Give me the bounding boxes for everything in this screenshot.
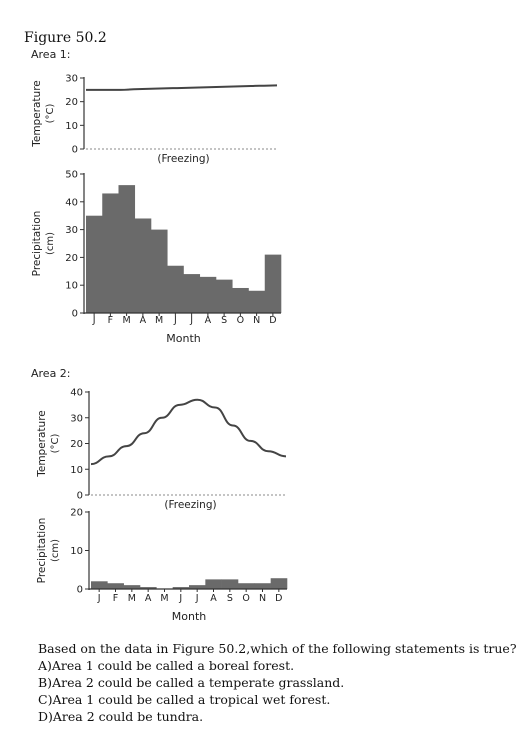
option-b: B)Area 2 could be called a temperate gra… xyxy=(38,675,345,690)
area2-precipitation-month-label: N xyxy=(259,593,266,604)
area2-precipitation-y-tick-label: 20 xyxy=(70,508,83,519)
area1-precipitation-month-label: O xyxy=(237,315,244,326)
area1-precipitation-month-label: A xyxy=(140,315,147,326)
area2-temperature-freezing-label: (Freezing) xyxy=(164,499,216,511)
area2-temperature-y-tick-label: 20 xyxy=(70,439,83,450)
area1-precipitation-bar xyxy=(86,215,103,313)
figure-title: Figure 50.2 xyxy=(24,30,107,46)
area1-precipitation-bar xyxy=(232,287,249,313)
area1-temperature-freezing-label: (Freezing) xyxy=(157,153,209,165)
area1-precipitation-month-label: J xyxy=(92,315,96,326)
area2-precipitation-month-label: A xyxy=(145,593,152,604)
area2-precipitation-month-label: M xyxy=(128,593,136,604)
area2-precipitation-ylabel-unit: (cm) xyxy=(50,539,61,562)
area1-precipitation-bar xyxy=(118,185,136,313)
area2-precipitation-y-tick-label: 10 xyxy=(70,546,83,557)
option-c: C)Area 1 could be called a tropical wet … xyxy=(38,692,331,707)
area1-precipitation-bar xyxy=(151,229,168,313)
area2-temperature-y-tick-label: 40 xyxy=(70,388,83,399)
area1-precipitation-ylabel: Precipitation xyxy=(31,211,43,277)
area1-precipitation-month-label: N xyxy=(253,315,260,326)
area2-precipitation-bar xyxy=(140,587,157,589)
area2-precipitation-bar xyxy=(238,583,255,589)
area1-precipitation-month-label: F xyxy=(108,315,113,326)
area2-precipitation-month-label: D xyxy=(275,593,282,604)
area2-temperature-y-tick-label: 10 xyxy=(70,465,83,476)
area1-precipitation-y-tick-label: 10 xyxy=(65,281,78,292)
area1-precipitation-y-tick-label: 0 xyxy=(72,309,78,320)
area1-precipitation-bar xyxy=(216,279,233,313)
area2-precipitation-bar xyxy=(107,583,124,589)
area1-precipitation-month-label: J xyxy=(189,315,193,326)
area2-precipitation-month-label: M xyxy=(160,593,168,604)
area1-precipitation-bar xyxy=(264,254,282,313)
area1-precipitation-month-label: M xyxy=(155,315,163,326)
area1-temperature-y-tick-label: 20 xyxy=(65,97,78,108)
area1-temperature-y-tick-label: 30 xyxy=(65,74,78,85)
area2-temperature-series-line xyxy=(90,398,287,466)
area2-precipitation-month-label: J xyxy=(178,593,182,604)
area1-precipitation-y-tick-label: 50 xyxy=(65,170,78,181)
area1-precipitation-xlabel: Month xyxy=(166,332,201,345)
option-a: A)Area 1 could be called a boreal forest… xyxy=(38,658,295,673)
area2-precipitation-bar xyxy=(189,585,206,589)
area2-temperature-ylabel-unit: (°C) xyxy=(50,434,61,454)
question-block: Based on the data in Figure 50.2,which o… xyxy=(38,640,518,725)
area1-temperature-y-tick-label: 0 xyxy=(72,145,78,156)
area2-precipitation-bar xyxy=(205,579,222,589)
area2-precipitation-month-label: O xyxy=(242,593,249,604)
area1-precipitation-ylabel-unit: (cm) xyxy=(45,232,56,255)
area1-temperature-ylabel: Temperature xyxy=(31,80,43,148)
area1-precipitation-bar xyxy=(102,193,119,313)
area2-precipitation-month-label: F xyxy=(113,593,118,604)
area2-precipitation-bar xyxy=(221,579,239,589)
area2-precipitation-month-label: J xyxy=(97,593,101,604)
area1-precipitation-month-label: D xyxy=(269,315,276,326)
area1-temperature-ylabel-unit: (°C) xyxy=(45,104,56,124)
area1-precipitation-bar xyxy=(167,265,184,313)
area1-precipitation-bar xyxy=(248,290,266,313)
area1-precipitation-bar xyxy=(134,218,152,313)
area2-temperature-ylabel: Temperature xyxy=(36,410,48,478)
area1-precipitation-month-label: S xyxy=(221,315,227,326)
area2-precipitation-ylabel: Precipitation xyxy=(36,518,48,584)
question-stem: Based on the data in Figure 50.2,which o… xyxy=(38,641,517,656)
area1-precipitation-month-label: A xyxy=(205,315,212,326)
area2-temperature-y-tick-label: 0 xyxy=(77,491,83,502)
area1-precipitation-month-label: M xyxy=(123,315,131,326)
area2-precipitation-bar xyxy=(91,581,108,589)
area2-precipitation-month-label: A xyxy=(210,593,217,604)
area2-precipitation-month-label: J xyxy=(195,593,199,604)
area-1-label: Area 1: xyxy=(31,48,71,61)
area1-precipitation-y-tick-label: 30 xyxy=(65,225,78,236)
area2-temperature-y-tick-label: 30 xyxy=(70,413,83,424)
area1-precipitation-y-tick-label: 40 xyxy=(65,197,78,208)
area2-precipitation-y-tick-label: 0 xyxy=(77,585,83,596)
area-2-label: Area 2: xyxy=(31,367,71,380)
area1-precipitation-month-label: J xyxy=(173,315,177,326)
area2-precipitation-bar xyxy=(172,587,190,589)
option-d: D)Area 2 could be tundra. xyxy=(38,709,204,724)
area2-precipitation-bar xyxy=(270,578,288,589)
area2-precipitation-month-label: S xyxy=(227,593,233,604)
area1-temperature-series-line xyxy=(86,84,278,91)
area1-precipitation-y-tick-label: 20 xyxy=(65,253,78,264)
area2-precipitation-bar xyxy=(123,585,141,589)
area1-temperature-y-tick-label: 10 xyxy=(65,121,78,132)
area1-precipitation-bar xyxy=(183,274,201,313)
area2-precipitation-xlabel: Month xyxy=(172,610,207,623)
area2-precipitation-bar xyxy=(254,583,271,589)
area1-precipitation-bar xyxy=(199,276,217,313)
